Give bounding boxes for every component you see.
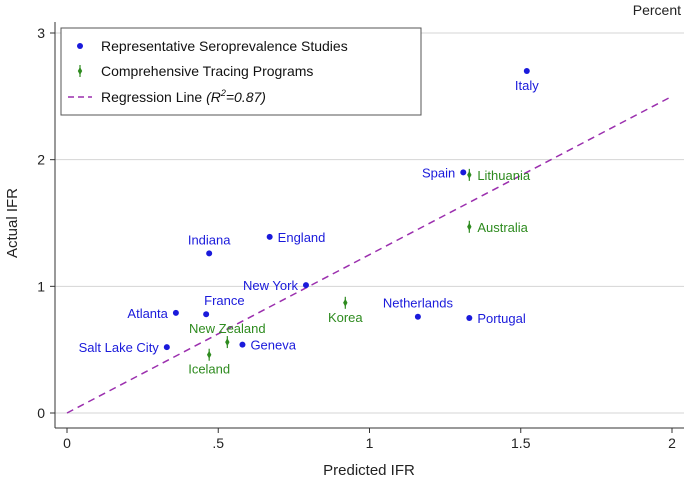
- x-tick-label-2: 2: [668, 435, 676, 451]
- label-new-zealand: New Zealand: [189, 321, 266, 336]
- label-geneva: Geneva: [250, 338, 296, 353]
- regression-layer: [66, 95, 673, 414]
- y-tick-label-1: 1: [37, 278, 45, 294]
- label-atlanta: Atlanta: [127, 306, 168, 321]
- legend-r2-close: =0.87): [226, 89, 266, 105]
- point-england: [266, 233, 273, 240]
- point-new-zealand: [225, 336, 230, 349]
- point-lithuania: [467, 168, 472, 181]
- point-australia: [467, 220, 472, 233]
- x-axis-title: Predicted IFR: [323, 462, 415, 479]
- label-new-york: New York: [243, 278, 298, 293]
- point-korea: [343, 296, 348, 309]
- label-indiana: Indiana: [188, 232, 231, 247]
- label-salt-lake-city: Salt Lake City: [79, 340, 160, 355]
- legend-label-regression: Regression Line (R2=0.87): [101, 88, 266, 105]
- label-korea: Korea: [328, 310, 363, 325]
- legend: Representative Seroprevalence Studies Com…: [60, 27, 422, 116]
- point-new-york: [302, 282, 309, 289]
- label-spain: Spain: [422, 165, 455, 180]
- y-tick-label-3: 3: [37, 25, 45, 41]
- label-england: England: [278, 230, 326, 245]
- point-new-zealand-head: [225, 338, 230, 347]
- point-korea-head: [343, 298, 348, 307]
- y-tick-label-2: 2: [37, 152, 45, 168]
- regression-line: [66, 95, 673, 414]
- x-tick-label-0: 0: [63, 435, 71, 451]
- point-indiana: [206, 250, 213, 257]
- y-axis-title: Actual IFR: [4, 188, 21, 258]
- label-france: France: [204, 293, 244, 308]
- point-salt-lake-city: [163, 344, 170, 351]
- point-italy: [523, 68, 530, 74]
- point-iceland: [206, 348, 212, 361]
- points-layer: [163, 68, 530, 361]
- legend-r2-open: (R: [206, 89, 221, 105]
- point-lithuania-head: [467, 170, 472, 179]
- axes: 0 1 2 3 0 .5 1 1.5 2: [37, 22, 684, 451]
- x-tick-label-1.5: 1.5: [511, 435, 531, 451]
- point-iceland-head: [206, 350, 212, 359]
- y-tick-label-0: 0: [37, 405, 45, 421]
- point-australia-head: [467, 222, 472, 231]
- legend-r2-sup: 2: [220, 88, 226, 98]
- x-tick-label-.5: .5: [212, 435, 224, 451]
- point-netherlands: [414, 313, 421, 320]
- point-france: [203, 311, 210, 318]
- label-iceland: Iceland: [188, 362, 230, 377]
- point-geneva: [239, 341, 246, 348]
- legend-label-tracing: Comprehensive Tracing Programs: [101, 63, 313, 79]
- label-lithuania: Lithuania: [477, 168, 531, 183]
- point-labels: Italy Spain England Indiana New York Atlanta F…: [79, 78, 540, 377]
- label-australia: Australia: [477, 220, 528, 235]
- legend-regression-prefix: Regression Line: [101, 89, 206, 105]
- label-portugal: Portugal: [477, 311, 526, 326]
- point-spain: [460, 169, 467, 176]
- point-atlanta: [172, 309, 179, 316]
- legend-marker-tracing: [77, 65, 83, 77]
- unit-label: Percent: [633, 2, 681, 18]
- legend-box: [60, 27, 422, 116]
- legend-marker-tracing-head: [77, 67, 83, 75]
- legend-label-seroprevalence: Representative Seroprevalence Studies: [101, 38, 348, 54]
- x-tick-label-1: 1: [366, 435, 374, 451]
- label-italy: Italy: [515, 78, 539, 93]
- legend-marker-seroprevalence: [77, 43, 83, 49]
- point-portugal: [466, 315, 473, 321]
- label-netherlands: Netherlands: [383, 296, 454, 311]
